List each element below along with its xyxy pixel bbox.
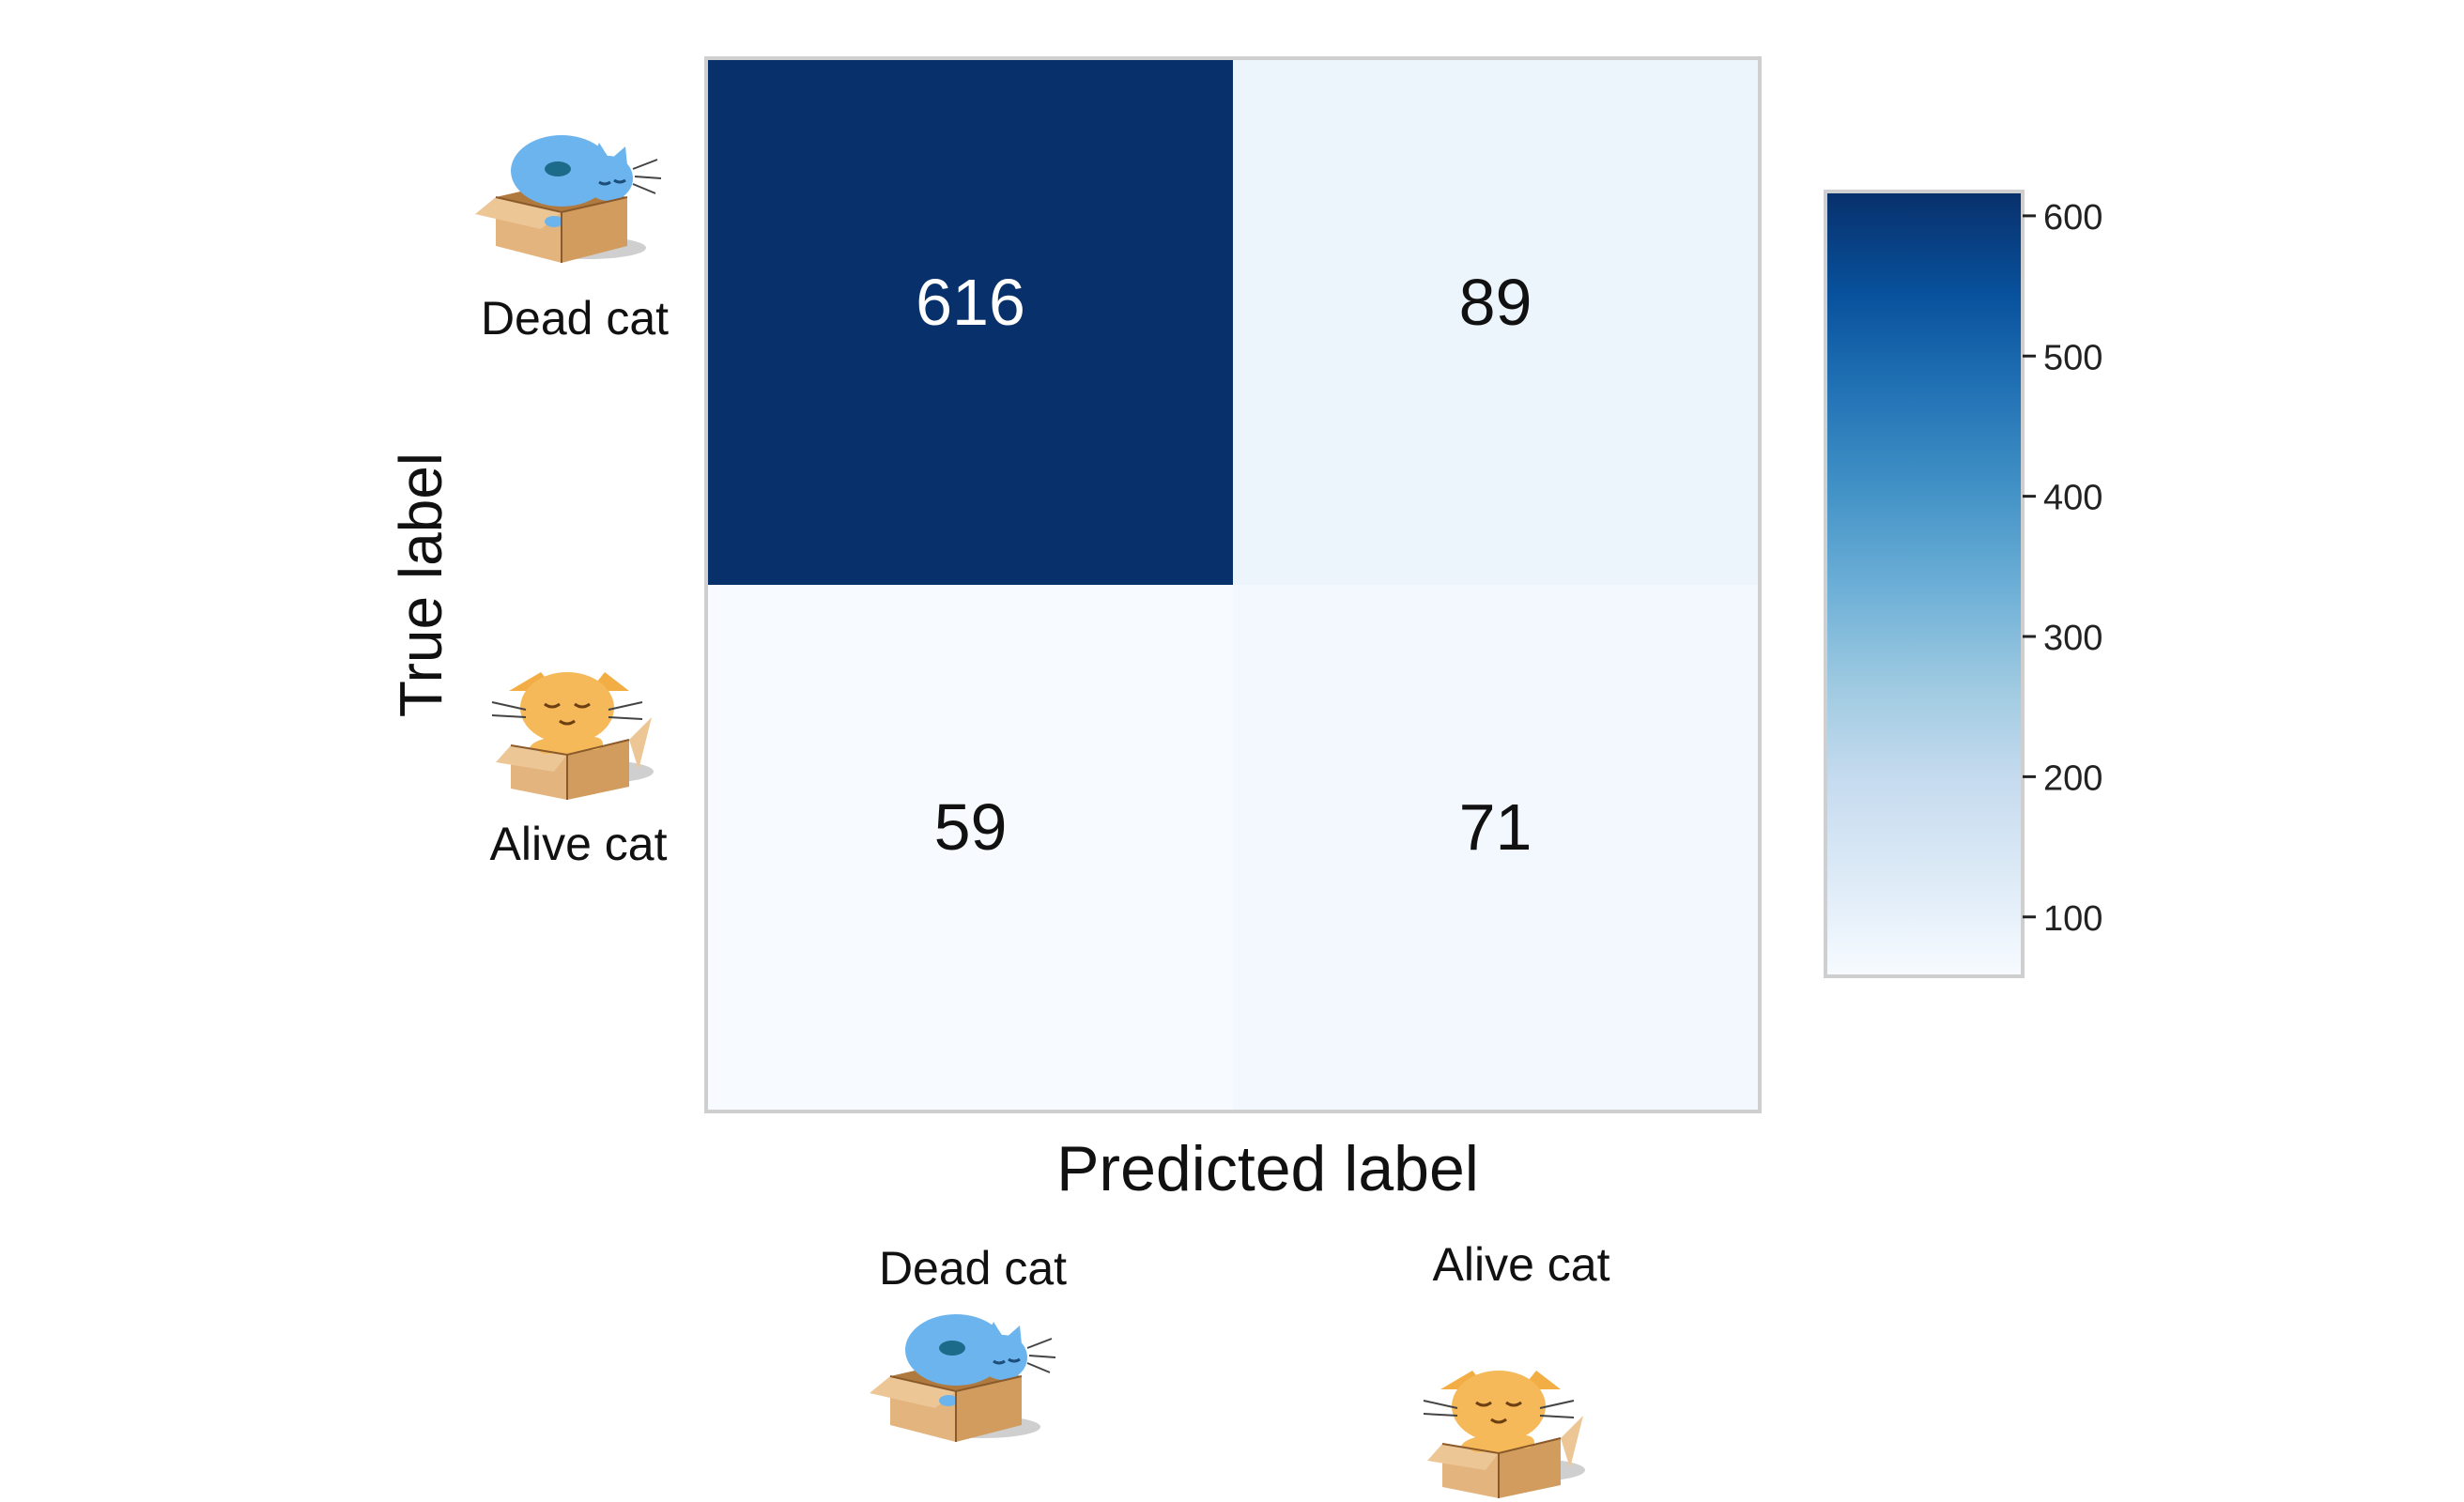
heatmap-cell-true-dead-cat-pred-dead-cat xyxy=(708,60,1233,585)
y-tick-label-dead-cat: Dead cat xyxy=(481,292,669,345)
colorbar-tick-label: 400 xyxy=(2043,479,2102,518)
cell-value-label: 59 xyxy=(934,790,1008,864)
colorbar-ticks: 100 200 300 400 500 600 xyxy=(2023,198,2102,939)
heatmap-frame xyxy=(704,56,1762,1113)
heatmap-cell-true-alive-cat-pred-alive-cat xyxy=(1233,585,1758,1110)
y-tick-icon-alive-cat-icon xyxy=(490,670,655,802)
heatmap-cell-true-alive-cat-pred-dead-cat xyxy=(708,585,1233,1110)
y-tick-icon-dead-cat-icon xyxy=(473,133,663,265)
x-tick-label-alive-cat: Alive cat xyxy=(1433,1238,1610,1291)
cell-value-label: 71 xyxy=(1459,790,1532,864)
y-axis-label: True label xyxy=(387,452,454,717)
heatmap-cells xyxy=(708,60,1758,1110)
colorbar-tick-label: 600 xyxy=(2043,198,2102,238)
cell-value-label: 616 xyxy=(916,266,1025,339)
colorbar-gradient xyxy=(1824,190,2025,978)
y-tick-label-alive-cat: Alive cat xyxy=(490,818,668,870)
heatmap-cell-labels: 616 89 59 71 xyxy=(916,266,1532,864)
x-axis-label: Predicted label xyxy=(1056,1133,1479,1204)
x-tick-icon-alive-cat-icon xyxy=(1422,1369,1587,1500)
colorbar-tick-label: 100 xyxy=(2043,899,2102,939)
cell-value-label: 89 xyxy=(1459,266,1532,339)
x-axis: Predicted label Dead cat Alive cat xyxy=(868,1133,1610,1500)
x-tick-icon-dead-cat-icon xyxy=(868,1312,1057,1444)
heatmap-cell-true-dead-cat-pred-alive-cat xyxy=(1233,60,1758,585)
colorbar-tick-label: 500 xyxy=(2043,338,2102,377)
y-axis: True label Dead cat Alive cat xyxy=(387,133,669,870)
colorbar-tick-label: 200 xyxy=(2043,759,2102,798)
colorbar-tick-label: 300 xyxy=(2043,619,2102,658)
x-tick-label-dead-cat: Dead cat xyxy=(879,1242,1067,1295)
colorbar: 100 200 300 400 500 600 xyxy=(1824,190,2102,978)
